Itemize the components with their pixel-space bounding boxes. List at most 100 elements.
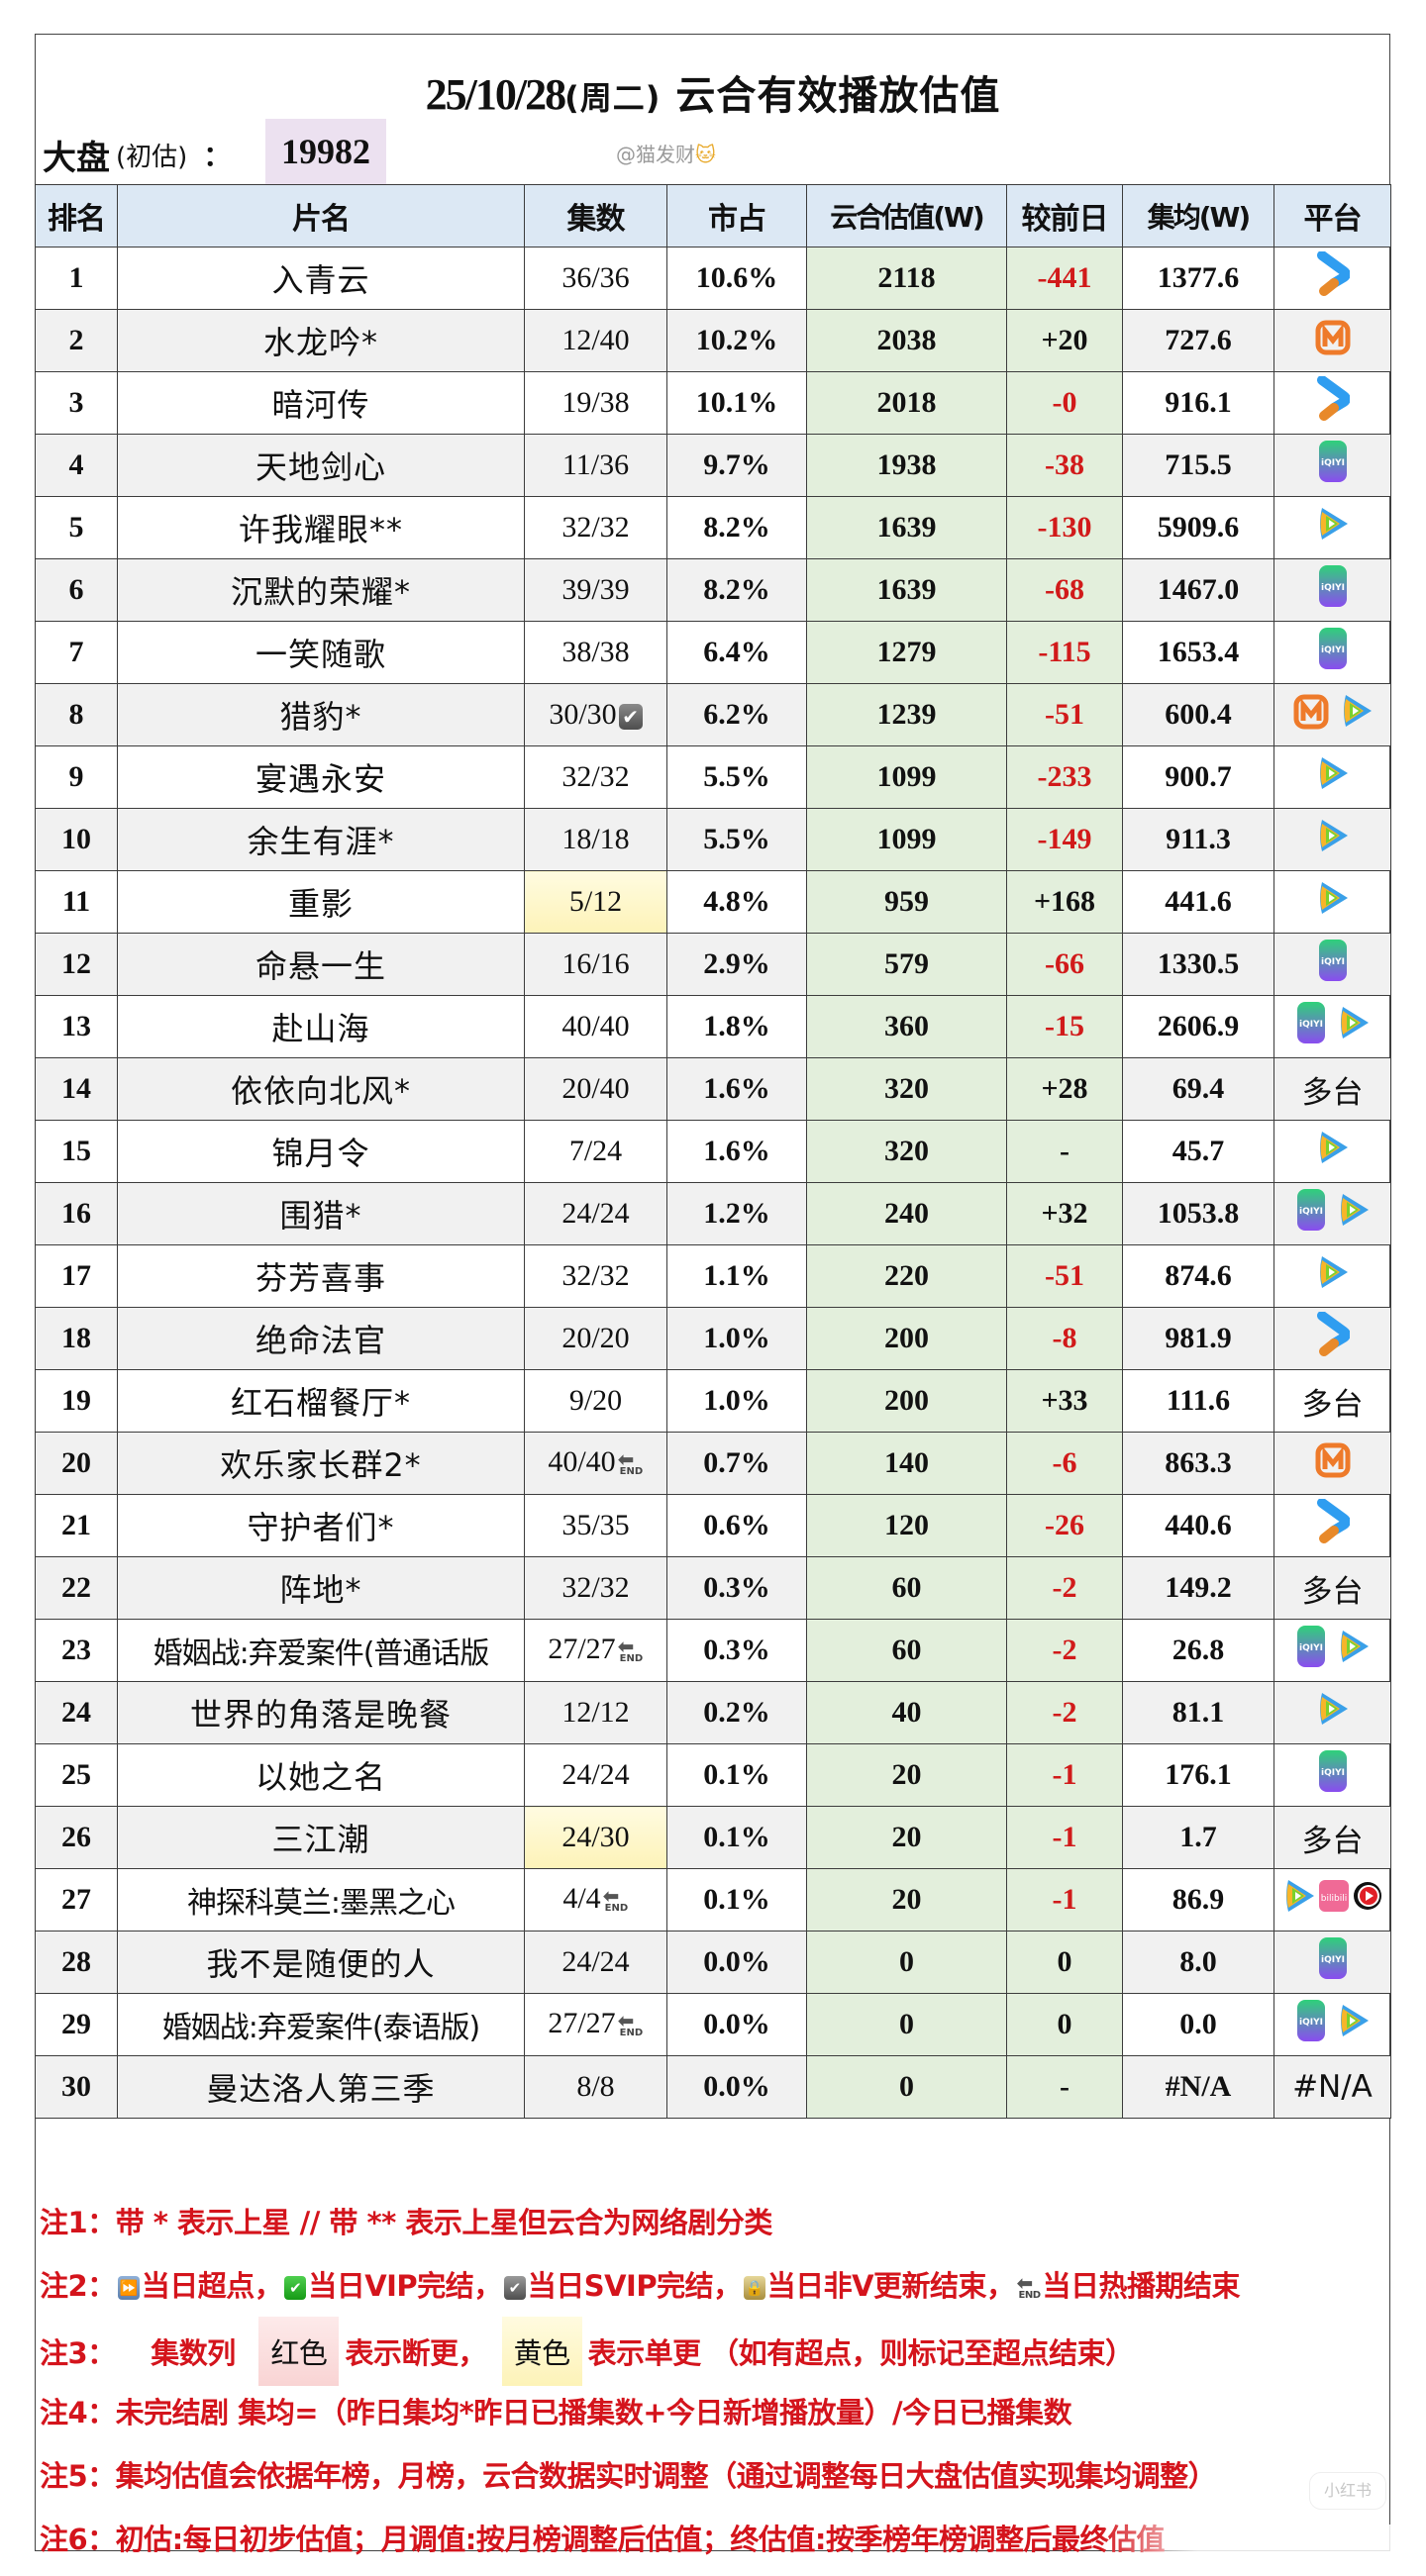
xiaohongshu-watermark: 小红书 bbox=[1309, 2472, 1386, 2510]
avg-cell: 0.0 bbox=[1122, 1993, 1274, 2056]
svg-text:iQIYI: iQIYI bbox=[1299, 1020, 1323, 1030]
table-row: 27 神探科莫兰:墨黑之心 4/4 ⬅ END 0.1% 20 -1 86.9 bilibili bbox=[35, 1868, 1391, 1932]
episodes-cell: 12/12 bbox=[524, 1681, 667, 1744]
table-row: 30 曼达洛人第三季 8/8 0.0% 0- #N/A #N/A bbox=[35, 2055, 1391, 2119]
avg-cell: 900.7 bbox=[1122, 745, 1274, 809]
share-cell: 0.0% bbox=[666, 1993, 807, 2056]
platform-cell: 多台 bbox=[1273, 1556, 1391, 1620]
episodes-cell: 32/32 bbox=[524, 496, 667, 559]
avg-cell: 69.4 bbox=[1122, 1057, 1274, 1121]
title-cell: 婚姻战:弃爱案件(泰语版) bbox=[117, 1993, 525, 2056]
tencent-video-icon bbox=[1337, 1003, 1371, 1050]
estimate-cell: 0 bbox=[806, 2055, 1007, 2119]
episodes-cell: 12/40 bbox=[524, 309, 667, 372]
vip-check-icon: ✔ bbox=[284, 2276, 307, 2300]
avg-cell: 441.6 bbox=[1122, 870, 1274, 934]
episodes-cell: 18/18 bbox=[524, 808, 667, 871]
tencent-video-icon bbox=[1282, 1876, 1316, 1924]
table-row: 24 世界的角落是晚餐 12/12 0.2% 40 -2 81.1 bbox=[35, 1681, 1391, 1744]
note-2: 注2： ⏩ 当日超点， ✔ 当日VIP完结， ✔ 当日SVIP完结， 🔒 当日非V更新结束， ⬅ E… bbox=[40, 2263, 1241, 2305]
tencent-video-icon bbox=[1340, 691, 1374, 739]
title-cell: 宴遇永安 bbox=[117, 745, 525, 809]
col-header-estimate: 云合估值(W) bbox=[806, 184, 1007, 248]
avg-cell: 149.2 bbox=[1122, 1556, 1274, 1620]
episodes-value: 24/24 bbox=[561, 1945, 630, 1978]
table-row: 2 水龙吟* 12/40 10.2% 2038 +20 727.6 bbox=[35, 309, 1391, 372]
episodes-value: 40/40 bbox=[561, 1010, 630, 1042]
avg-cell: 8.0 bbox=[1122, 1931, 1274, 1994]
platform-cell bbox=[1273, 1120, 1391, 1183]
mango-tv-icon bbox=[1314, 317, 1352, 364]
table-row: 9 宴遇永安 32/32 5.5% 1099 -233 900.7 bbox=[35, 745, 1391, 809]
rank-cell: 1 bbox=[35, 247, 118, 310]
rank-cell: 18 bbox=[35, 1307, 118, 1370]
market-label: 大盘 bbox=[43, 138, 110, 178]
change-cell: -38 bbox=[1006, 434, 1123, 497]
table-row: 18 绝命法官 20/20 1.0% 200 -8 981.9 bbox=[35, 1307, 1391, 1370]
episodes-value: 30/30 bbox=[549, 698, 617, 731]
share-cell: 0.3% bbox=[666, 1556, 807, 1620]
iqiyi-icon: iQIYI bbox=[1317, 563, 1349, 617]
platform-cell bbox=[1273, 1432, 1391, 1495]
estimate-cell: 140 bbox=[806, 1432, 1007, 1495]
red-swatch: 红色 bbox=[258, 2317, 340, 2386]
episodes-cell: 32/32 bbox=[524, 745, 667, 809]
change-cell: +20 bbox=[1006, 309, 1123, 372]
share-cell: 0.0% bbox=[666, 1931, 807, 1994]
estimate-cell: 320 bbox=[806, 1120, 1007, 1183]
rank-cell: 20 bbox=[35, 1432, 118, 1495]
episodes-value: 32/32 bbox=[561, 1259, 630, 1292]
change-cell: -68 bbox=[1006, 558, 1123, 622]
iqiyi-icon: iQIYI bbox=[1317, 1748, 1349, 1802]
rank-cell: 4 bbox=[35, 434, 118, 497]
note-2-item: 当日VIP完结， bbox=[308, 2269, 502, 2303]
avg-cell: 600.4 bbox=[1122, 683, 1274, 746]
note-5: 注5：集均估值会依据年榜，月榜，云合数据实时调整（通过调整每日大盘估值实现集均调… bbox=[40, 2459, 1217, 2493]
table-row: 25 以她之名 24/24 0.1% 20 -1 176.1 iQIYI bbox=[35, 1743, 1391, 1807]
svip-check-icon: ✔ bbox=[503, 2276, 526, 2300]
rank-cell: 8 bbox=[35, 683, 118, 746]
avg-cell: 863.3 bbox=[1122, 1432, 1274, 1495]
youku-icon bbox=[1316, 1311, 1351, 1365]
table-row: 28 我不是随便的人 24/24 0.0% 0 0 8.0 iQIYI bbox=[35, 1931, 1391, 1994]
title-cell: 重影 bbox=[117, 870, 525, 934]
yellow-swatch: 黄色 bbox=[501, 2317, 582, 2386]
rank-cell: 11 bbox=[35, 870, 118, 934]
rank-cell: 13 bbox=[35, 995, 118, 1058]
change-cell: 0 bbox=[1006, 1993, 1123, 2056]
note-3-prefix: 注3： bbox=[40, 2336, 116, 2370]
estimate-cell: 2038 bbox=[806, 309, 1007, 372]
estimate-cell: 360 bbox=[806, 995, 1007, 1058]
svg-text:iQIYI: iQIYI bbox=[1299, 2018, 1323, 2028]
tencent-video-icon bbox=[1316, 504, 1350, 551]
share-cell: 10.6% bbox=[666, 247, 807, 310]
rank-cell: 3 bbox=[35, 371, 118, 435]
change-cell: -441 bbox=[1006, 247, 1123, 310]
change-cell: -2 bbox=[1006, 1619, 1123, 1682]
platform-text: 多台 bbox=[1301, 1074, 1364, 1111]
episodes-value: 39/39 bbox=[561, 573, 630, 606]
rank-cell: 9 bbox=[35, 745, 118, 809]
episodes-value: 40/40 bbox=[548, 1444, 616, 1478]
share-cell: 2.9% bbox=[666, 933, 807, 996]
mango-tv-icon bbox=[1292, 691, 1330, 739]
estimate-cell: 240 bbox=[806, 1182, 1007, 1245]
rank-cell: 30 bbox=[35, 2055, 118, 2119]
lock-icon: 🔒 bbox=[743, 2276, 765, 2300]
note-2-item: 当日非V更新结束， bbox=[766, 2269, 1015, 2303]
end-arrow-icon: ⬅ END bbox=[617, 1447, 644, 1478]
share-cell: 10.1% bbox=[666, 371, 807, 435]
title-cell: 水龙吟* bbox=[117, 309, 525, 372]
avg-cell: 1653.4 bbox=[1122, 621, 1274, 684]
episodes-cell: 24/24 bbox=[524, 1182, 667, 1245]
market-colon: ： bbox=[203, 140, 232, 172]
estimate-cell: 220 bbox=[806, 1244, 1007, 1308]
table-row: 8 猎豹* 30/30 ✔ 6.2% 1239 -51 600.4 bbox=[35, 683, 1391, 746]
share-cell: 1.8% bbox=[666, 995, 807, 1058]
share-cell: 9.7% bbox=[666, 434, 807, 497]
end-arrow-icon: ⬅ END bbox=[617, 2009, 644, 2039]
episodes-cell: 27/27 ⬅ END bbox=[524, 1619, 667, 1682]
platform-cell: iQIYI bbox=[1273, 995, 1391, 1058]
iqiyi-icon: iQIYI bbox=[1295, 1998, 1327, 2051]
episodes-cell: 30/30 ✔ bbox=[524, 683, 667, 746]
